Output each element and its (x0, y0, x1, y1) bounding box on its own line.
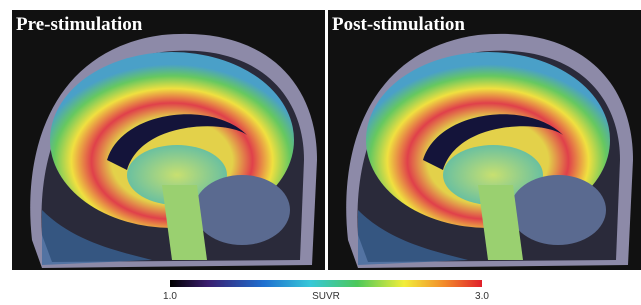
figure: Pre-stimulation Post-stimulation 1.0 SUV… (0, 0, 641, 305)
page: Pre-stimulation Post-stimulation 1.0 SUV… (0, 0, 641, 305)
colorbar (170, 280, 482, 287)
colorbar-min: 1.0 (163, 291, 177, 302)
colorbar-max: 3.0 (475, 291, 489, 302)
panel-label: Pre-stimulation (16, 14, 143, 35)
colorbar-title: SUVR (312, 291, 340, 302)
panel: Pre-stimulation (12, 10, 325, 270)
panel-label: Post-stimulation (332, 14, 465, 35)
panel: Post-stimulation (328, 10, 641, 270)
